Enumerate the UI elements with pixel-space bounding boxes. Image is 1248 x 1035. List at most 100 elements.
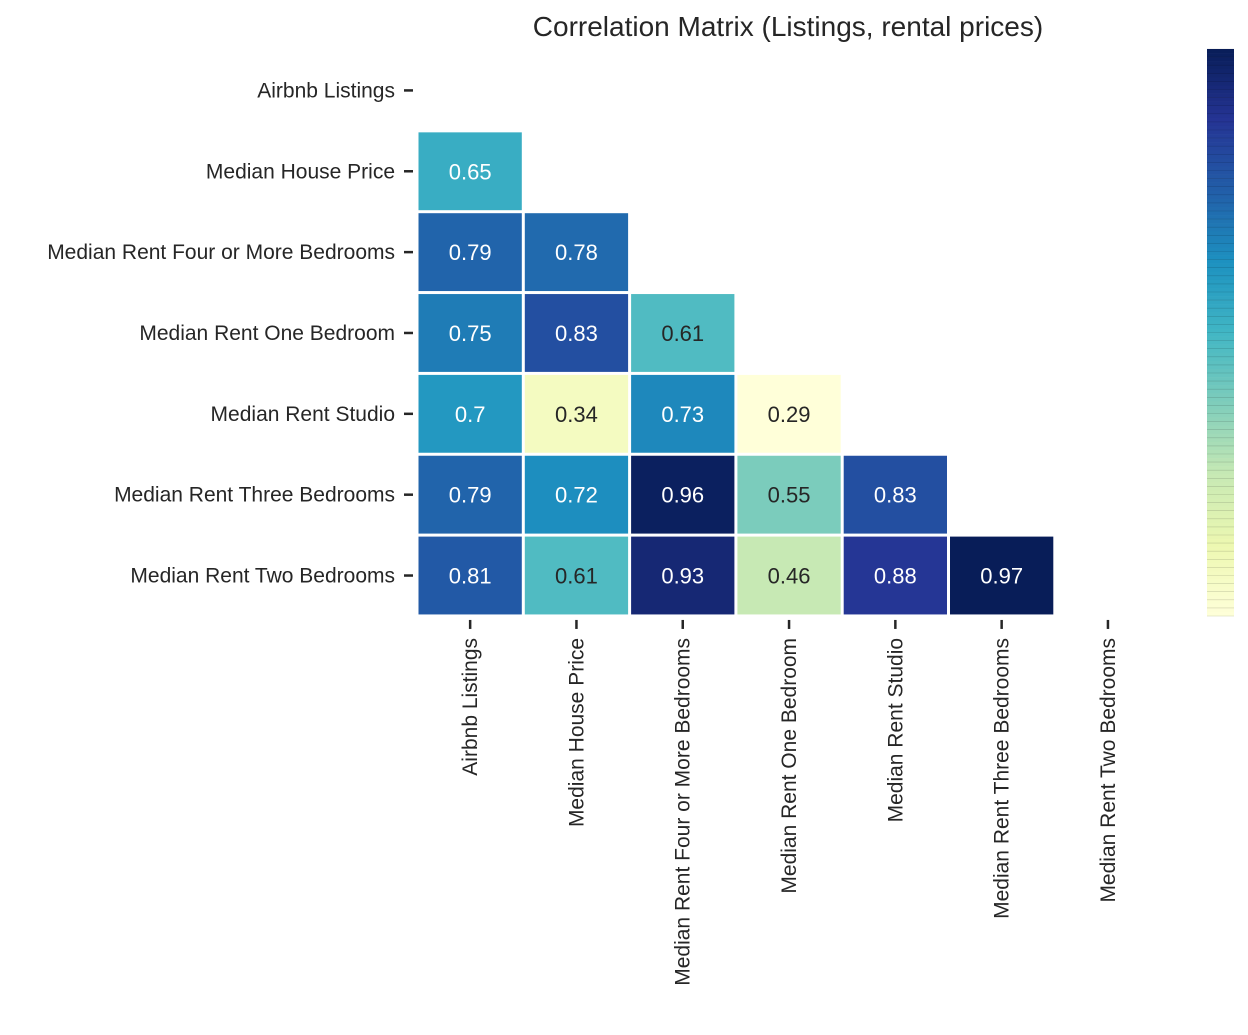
colorbar-band bbox=[1207, 292, 1234, 297]
colorbar-band bbox=[1207, 134, 1234, 139]
cell-value-label: 0.83 bbox=[874, 483, 917, 508]
y-tick-label: Median Rent Three Bedrooms bbox=[114, 484, 395, 507]
colorbar-band bbox=[1207, 360, 1234, 366]
heatmap-cell bbox=[418, 294, 522, 372]
y-tick-label: Median House Price bbox=[206, 160, 395, 183]
colorbar-band bbox=[1207, 401, 1234, 406]
colorbar-band bbox=[1207, 186, 1234, 192]
colorbar bbox=[1207, 48, 1234, 617]
colorbar-band bbox=[1207, 611, 1234, 617]
cell-value-label: 0.46 bbox=[768, 564, 811, 589]
x-tick-label: Median Rent Four or More Bedrooms bbox=[672, 638, 695, 986]
heatmap-cell bbox=[524, 536, 629, 615]
heatmap-cell bbox=[631, 455, 735, 534]
colorbar-band bbox=[1207, 490, 1234, 495]
colorbar-band bbox=[1207, 231, 1234, 236]
cell-value-label: 0.34 bbox=[555, 402, 598, 427]
colorbar-band bbox=[1207, 547, 1234, 552]
heatmap-cell bbox=[843, 455, 947, 534]
cell-value-label: 0.79 bbox=[449, 483, 492, 508]
colorbar-band bbox=[1207, 328, 1234, 333]
heatmap-cell bbox=[950, 536, 1054, 615]
colorbar-band bbox=[1207, 206, 1234, 212]
heatmap-cell bbox=[418, 132, 522, 211]
colorbar-band bbox=[1207, 425, 1234, 430]
colorbar-band bbox=[1207, 599, 1234, 605]
heatmap-cell bbox=[418, 455, 522, 534]
cell-value-label: 0.29 bbox=[768, 402, 811, 427]
colorbar-band bbox=[1207, 352, 1234, 358]
heatmap-cell bbox=[418, 374, 522, 453]
colorbar-band bbox=[1207, 470, 1234, 475]
chart-title: Correlation Matrix (Listings, rental pri… bbox=[533, 11, 1043, 42]
colorbar-band bbox=[1207, 587, 1234, 592]
colorbar-band bbox=[1207, 494, 1234, 499]
heatmap-cell bbox=[737, 536, 841, 615]
colorbar-band bbox=[1207, 543, 1234, 548]
colorbar-band bbox=[1207, 304, 1234, 309]
colorbar-band bbox=[1207, 530, 1234, 536]
colorbar-band bbox=[1207, 567, 1234, 572]
colorbar-band bbox=[1207, 393, 1234, 398]
cell-value-label: 0.97 bbox=[980, 564, 1023, 589]
cell-value-label: 0.88 bbox=[874, 564, 917, 589]
colorbar-band bbox=[1207, 555, 1234, 560]
colorbar-band bbox=[1207, 85, 1234, 90]
colorbar-band bbox=[1207, 486, 1234, 491]
colorbar-band bbox=[1207, 235, 1234, 240]
colorbar-band bbox=[1207, 57, 1234, 62]
colorbar-band bbox=[1207, 474, 1234, 479]
heatmap-cell bbox=[737, 455, 841, 534]
colorbar-band bbox=[1207, 607, 1234, 613]
colorbar-band bbox=[1207, 445, 1234, 451]
colorbar-band bbox=[1207, 535, 1234, 540]
colorbar-band bbox=[1207, 506, 1234, 511]
colorbar-band bbox=[1207, 551, 1234, 556]
heatmap-cell bbox=[631, 374, 735, 453]
colorbar-band bbox=[1207, 190, 1234, 196]
heatmap-cell bbox=[524, 294, 629, 372]
colorbar-band bbox=[1207, 101, 1234, 106]
colorbar-band bbox=[1207, 89, 1234, 94]
colorbar-band bbox=[1207, 239, 1234, 244]
colorbar-band bbox=[1207, 526, 1234, 532]
heatmap-cell bbox=[843, 536, 947, 615]
colorbar-band bbox=[1207, 522, 1234, 528]
colorbar-band bbox=[1207, 251, 1234, 256]
cell-value-label: 0.93 bbox=[661, 564, 704, 589]
heatmap-cells: 0.65 0.79 0.78 0.75 0.83 0.61 0.7 0.34 0.73 0.29 0… bbox=[418, 132, 1054, 615]
colorbar-band bbox=[1207, 227, 1234, 232]
colorbar-band bbox=[1207, 182, 1234, 187]
colorbar-band bbox=[1207, 417, 1234, 422]
colorbar-band bbox=[1207, 142, 1234, 147]
colorbar-band bbox=[1207, 336, 1234, 341]
colorbar-band bbox=[1207, 502, 1234, 507]
colorbar-band bbox=[1207, 146, 1234, 151]
cell-value-label: 0.81 bbox=[449, 564, 492, 589]
colorbar-band bbox=[1207, 279, 1234, 285]
colorbar-band bbox=[1207, 405, 1234, 410]
colorbar-band bbox=[1207, 308, 1234, 313]
colorbar-band bbox=[1207, 117, 1234, 123]
colorbar-band bbox=[1207, 97, 1234, 102]
colorbar-band bbox=[1207, 458, 1234, 463]
heatmap-cell bbox=[631, 536, 735, 615]
colorbar-band bbox=[1207, 93, 1234, 98]
x-tick-label: Airbnb Listings bbox=[459, 638, 482, 776]
colorbar-band bbox=[1207, 259, 1234, 264]
cell-value-label: 0.7 bbox=[455, 402, 486, 427]
colorbar-band bbox=[1207, 510, 1234, 516]
colorbar-band bbox=[1207, 81, 1234, 86]
colorbar-band bbox=[1207, 166, 1234, 171]
colorbar-band bbox=[1207, 571, 1234, 576]
colorbar-band bbox=[1207, 287, 1234, 293]
colorbar-band bbox=[1207, 462, 1234, 467]
colorbar-band bbox=[1207, 178, 1234, 183]
y-tick-label: Median Rent One Bedroom bbox=[139, 322, 395, 345]
colorbar-band bbox=[1207, 373, 1234, 378]
colorbar-band bbox=[1207, 49, 1234, 54]
heatmap-cell bbox=[524, 455, 629, 534]
colorbar-band bbox=[1207, 324, 1234, 329]
cell-value-label: 0.75 bbox=[449, 321, 492, 346]
colorbar-band bbox=[1207, 73, 1234, 78]
